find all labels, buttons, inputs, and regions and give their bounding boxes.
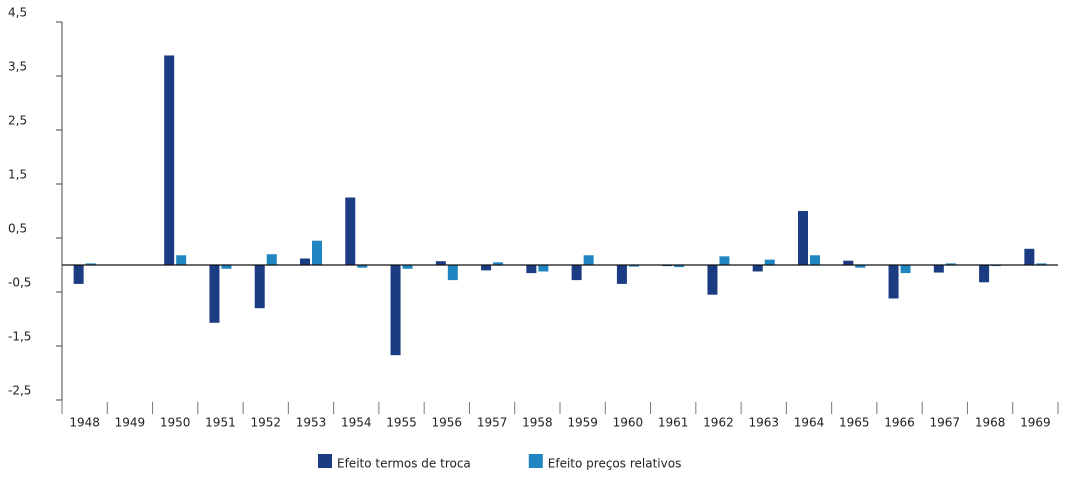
bar xyxy=(85,263,96,265)
bar xyxy=(526,265,537,274)
bar xyxy=(176,255,187,265)
bar xyxy=(628,265,639,267)
bar xyxy=(979,265,990,283)
x-tick-label: 1965 xyxy=(839,416,870,430)
bar xyxy=(933,265,944,273)
x-tick-label: 1953 xyxy=(296,416,327,430)
x-tick-label: 1952 xyxy=(250,416,281,430)
bar xyxy=(300,258,310,265)
bar xyxy=(719,256,730,265)
x-tick-label: 1962 xyxy=(703,416,734,430)
x-tick-label: 1948 xyxy=(69,416,100,430)
x-tick-label: 1955 xyxy=(386,416,417,430)
bar xyxy=(357,265,368,268)
x-tick-label: 1960 xyxy=(613,416,644,430)
bar xyxy=(945,263,956,265)
bar xyxy=(538,265,549,272)
y-tick-label: -0,5 xyxy=(8,276,31,290)
bar xyxy=(164,55,175,266)
bar xyxy=(752,265,763,272)
y-tick-label: -2,5 xyxy=(8,384,31,398)
bar xyxy=(571,265,582,281)
bar xyxy=(402,265,413,269)
y-tick-label: 1,5 xyxy=(8,168,27,182)
bar xyxy=(583,255,594,265)
bar xyxy=(390,265,401,356)
x-tick-label: 1964 xyxy=(794,416,825,430)
x-tick-label: 1954 xyxy=(341,416,372,430)
bar xyxy=(221,265,232,269)
x-tick-label: 1959 xyxy=(567,416,598,430)
bar xyxy=(843,260,854,265)
bar xyxy=(493,262,504,265)
bar xyxy=(1036,263,1047,265)
bar xyxy=(254,265,265,309)
legend-label: Efeito preços relativos xyxy=(548,457,682,471)
bar xyxy=(345,197,356,265)
bar xyxy=(616,265,627,284)
y-tick-label: 0,5 xyxy=(8,222,27,236)
x-tick-label: 1966 xyxy=(884,416,915,430)
legend-label: Efeito termos de troca xyxy=(337,457,471,471)
bar xyxy=(266,254,277,265)
bar xyxy=(447,265,458,281)
bar xyxy=(855,265,866,268)
y-tick-label: -1,5 xyxy=(8,330,31,344)
legend-swatch xyxy=(318,454,332,468)
bar xyxy=(1024,248,1035,265)
bar xyxy=(435,261,446,265)
bar xyxy=(707,265,718,295)
x-tick-label: 1956 xyxy=(432,416,463,430)
bar xyxy=(312,240,322,265)
x-tick-label: 1967 xyxy=(930,416,961,430)
bar xyxy=(810,255,820,265)
y-tick-label: 2,5 xyxy=(8,114,27,128)
x-tick-label: 1958 xyxy=(522,416,553,430)
bar xyxy=(674,265,685,268)
bar xyxy=(209,265,220,323)
x-tick-label: 1951 xyxy=(205,416,236,430)
bar xyxy=(764,259,775,265)
bar xyxy=(888,265,899,299)
bar xyxy=(900,265,911,274)
y-tick-label: 3,5 xyxy=(8,60,27,74)
y-tick-label: 4,5 xyxy=(8,6,27,20)
x-tick-label: 1963 xyxy=(748,416,779,430)
bar xyxy=(798,211,808,265)
legend-swatch xyxy=(528,454,543,468)
x-tick-label: 1950 xyxy=(160,416,191,430)
x-tick-label: 1968 xyxy=(975,416,1006,430)
x-tick-label: 1961 xyxy=(658,416,689,430)
bar xyxy=(73,265,84,284)
bar xyxy=(481,265,492,271)
x-tick-label: 1949 xyxy=(115,416,146,430)
x-tick-label: 1969 xyxy=(1020,416,1051,430)
x-tick-label: 1957 xyxy=(477,416,508,430)
